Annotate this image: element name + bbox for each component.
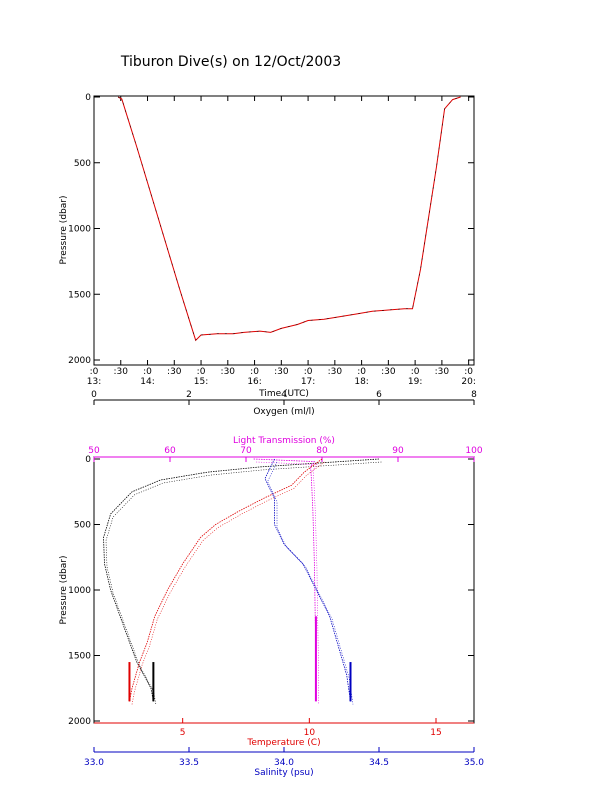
oxygen-tick-label: 0 xyxy=(91,390,97,400)
dive-x-tick-label-minute: :30 xyxy=(435,367,450,377)
oxygen-profile-line-return xyxy=(105,461,382,705)
dive-x-tick-label-minute: :0 xyxy=(143,367,152,377)
dive-pressure-line xyxy=(117,96,461,342)
dive-y-tick-label: 1500 xyxy=(68,290,91,300)
oxygen-tick-label: 2 xyxy=(186,390,192,400)
chart-title: Tiburon Dive(s) on 12/Oct/2003 xyxy=(120,54,341,70)
dive-x-tick-label-hour: 17: xyxy=(301,377,315,387)
profile-y-tick-label: 1000 xyxy=(68,586,91,596)
salinity-profile-line-return xyxy=(267,461,354,705)
light-transmission-tick-label: 60 xyxy=(164,446,176,456)
dive-x-tick-label-minute: :30 xyxy=(328,367,343,377)
dive-x-tick-label-minute: :0 xyxy=(411,367,420,377)
temperature-axis-label: Temperature (C) xyxy=(246,738,320,748)
temperature-tick-label: 10 xyxy=(304,728,316,738)
dive-x-tick-label-minute: :30 xyxy=(221,367,236,377)
dive-x-tick-label-hour: 19: xyxy=(408,377,422,387)
dive-y-tick-label: 1000 xyxy=(68,225,91,235)
dive-x-tick-label-minute: :30 xyxy=(167,367,182,377)
dive-x-tick-label-hour: 18: xyxy=(354,377,368,387)
dive-pressure-line-shadow xyxy=(117,96,461,341)
profile-axis-ticks: 0 500 1000 1500 2000 0 2 4 6 8 50 60 70 80 90 100 5 10 15 3… xyxy=(68,390,484,768)
profile-series xyxy=(103,458,382,705)
salinity-tick-label: 34.0 xyxy=(274,758,294,768)
salinity-tick-label: 33.5 xyxy=(179,758,199,768)
oxygen-tick-label: 6 xyxy=(376,390,382,400)
profile-y-tick-label: 1500 xyxy=(68,652,91,662)
oxygen-axis-label: Oxygen (ml/l) xyxy=(253,407,314,417)
light-transmission-tick-label: 80 xyxy=(316,446,328,456)
dive-x-tick-label-minute: :30 xyxy=(114,367,129,377)
dive-y-tick-label: 0 xyxy=(85,93,91,103)
temperature-profile-line-return xyxy=(131,461,325,705)
dive-x-tick-label-minute: :0 xyxy=(304,367,313,377)
light-transmission-tick-label: 90 xyxy=(392,446,404,456)
dive-profile-panel: :013::30:014::30:015::30:016::30:017::30… xyxy=(59,93,476,399)
light-transmission-tick-label: 50 xyxy=(88,446,100,456)
dive-x-tick-label-minute: :0 xyxy=(197,367,206,377)
salinity-axis-label: Salinity (psu) xyxy=(254,768,313,778)
oxygen-tick-label: 8 xyxy=(471,390,477,400)
dive-x-tick-label-minute: :30 xyxy=(381,367,396,377)
dive-x-tick-label-hour: 14: xyxy=(140,377,154,387)
profile-y-tick-label: 2000 xyxy=(68,717,91,727)
light_transmission-profile-line-return xyxy=(256,461,319,705)
dive-x-tick-label-minute: :0 xyxy=(250,367,259,377)
dive-x-tick-label-hour: 20: xyxy=(461,377,475,387)
salinity-tick-label: 35.0 xyxy=(464,758,484,768)
light_transmission-profile-line xyxy=(253,458,317,702)
profile-y-tick-label: 0 xyxy=(85,455,91,465)
light-transmission-axis-label: Light Transmission (%) xyxy=(233,436,335,446)
light-transmission-tick-label: 100 xyxy=(465,446,482,456)
temperature-tick-label: 15 xyxy=(430,728,441,738)
oxygen-tick-label: 4 xyxy=(281,390,287,400)
dive-y-axis-label: Pressure (dbar) xyxy=(59,196,69,265)
dive-x-tick-label-hour: 16: xyxy=(247,377,261,387)
dive-y-tick-label: 2000 xyxy=(68,356,91,366)
dive-plot-frame xyxy=(93,95,475,366)
temperature-profile-line xyxy=(129,458,323,702)
salinity-tick-label: 34.5 xyxy=(369,758,389,768)
dive-x-axis-label: Time (UTC) xyxy=(258,389,309,399)
salinity-profile-line xyxy=(264,458,351,702)
dive-x-tick-label-minute: :0 xyxy=(464,367,473,377)
profile-y-tick-label: 500 xyxy=(74,521,91,531)
light-transmission-tick-label: 70 xyxy=(240,446,252,456)
vertical-profiles-panel: 0 500 1000 1500 2000 0 2 4 6 8 50 60 70 80 90 100 5 10 15 3… xyxy=(59,390,484,778)
dive-x-tick-label-minute: :30 xyxy=(274,367,289,377)
temperature-tick-label: 5 xyxy=(180,728,186,738)
oxygen-profile-line xyxy=(103,458,380,702)
dive-x-tick-label-minute: :0 xyxy=(90,367,99,377)
dive-axis-ticks: :013::30:014::30:015::30:016::30:017::30… xyxy=(68,93,476,387)
dive-x-tick-label-minute: :0 xyxy=(357,367,366,377)
dive-x-tick-label-hour: 13: xyxy=(87,377,101,387)
salinity-tick-label: 33.0 xyxy=(84,758,104,768)
dive-y-tick-label: 500 xyxy=(74,159,91,169)
dive-x-tick-label-hour: 15: xyxy=(194,377,208,387)
profile-plot-frame xyxy=(93,456,475,724)
profile-y-axis-label: Pressure (dbar) xyxy=(59,556,69,625)
